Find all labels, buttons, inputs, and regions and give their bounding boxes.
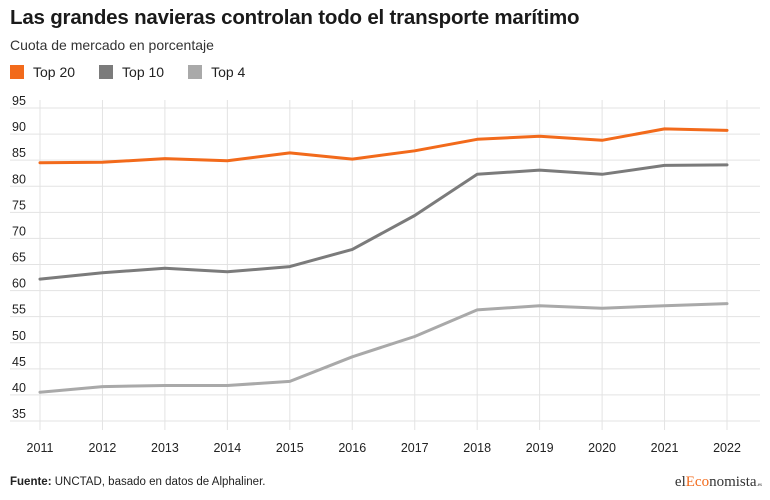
logo-prefix: el [674,474,686,490]
y-tick-label-40: 40 [12,381,26,395]
x-tick-label-2016: 2016 [338,441,366,455]
source-text: UNCTAD, basado en datos de Alphaliner. [51,476,266,488]
y-tick-label-85: 85 [12,146,26,160]
y-tick-label-75: 75 [12,198,26,212]
x-tick-label-2015: 2015 [276,441,304,455]
source-key: Fuente: [10,476,52,488]
x-axis-tick-labels: 2011 2012 2013 2014 2015 2016 2017 2018 2019 2020… [27,441,741,455]
x-tick-label-2017: 2017 [401,441,429,455]
chart-legend: Top 20 Top 10 Top 4 [10,64,269,80]
legend-swatch-top-4 [188,65,203,79]
y-tick-label-95: 95 [12,94,26,108]
series-lines [38,127,729,394]
y-tick-label-60: 60 [12,277,26,291]
y-tick-label-55: 55 [12,303,26,317]
logo-accent: Eco [685,474,710,490]
source-note: Fuente: UNCTAD, basado en datos de Alpha… [10,476,265,488]
eleconomista-logo: elEconomista.es [675,474,762,491]
y-tick-label-35: 35 [12,407,26,421]
y-tick-label-50: 50 [12,329,26,343]
x-tick-label-2014: 2014 [213,441,241,455]
legend-item-top-4: Top 4 [188,64,245,80]
y-tick-label-70: 70 [12,224,26,238]
legend-item-top-10: Top 10 [99,64,164,80]
logo-suffix: nomista [709,474,757,490]
legend-item-top-20: Top 20 [10,64,75,80]
series-line-top-10 [38,163,729,281]
x-tick-label-2021: 2021 [651,441,679,455]
legend-label-top-10: Top 10 [122,64,165,80]
x-tick-label-2011: 2011 [27,441,54,455]
legend-swatch-top-10 [99,65,114,79]
grid-lines [10,100,760,430]
x-tick-label-2018: 2018 [463,441,491,455]
y-tick-label-65: 65 [12,251,26,265]
series-line-top-4 [38,302,729,394]
x-tick-label-2013: 2013 [151,441,179,455]
series-line-top-20 [38,127,729,165]
y-tick-label-45: 45 [12,355,26,369]
y-axis-tick-labels: 35 40 45 50 55 60 65 70 75 80 85 90 95 [12,94,26,421]
chart-title: Las grandes navieras controlan todo el t… [10,6,580,29]
x-tick-label-2020: 2020 [588,441,616,455]
y-tick-label-90: 90 [12,120,26,134]
legend-swatch-top-20 [10,65,24,79]
x-tick-label-2019: 2019 [526,441,554,455]
logo-tld: .es [756,483,762,488]
legend-label-top-4: Top 4 [211,64,246,80]
chart-subtitle: Cuota de mercado en porcentaje [10,37,214,53]
x-tick-label-2022: 2022 [713,441,741,455]
legend-label-top-20: Top 20 [33,64,76,80]
y-tick-label-80: 80 [12,172,26,186]
x-tick-label-2012: 2012 [89,441,117,455]
